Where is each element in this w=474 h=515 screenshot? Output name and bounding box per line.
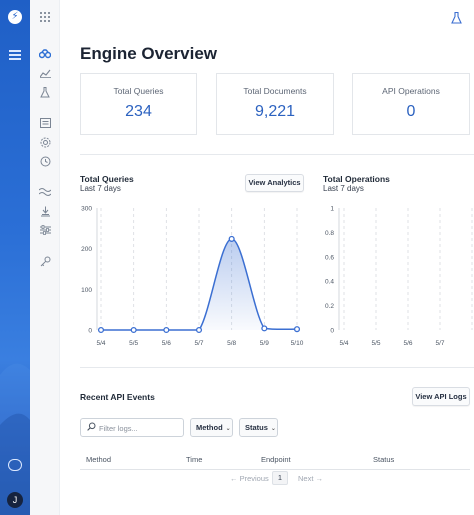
status-dropdown-label: Status <box>245 423 268 432</box>
x-tick-label: 5/10 <box>291 340 304 347</box>
keys-icon[interactable] <box>39 256 51 268</box>
y-tick-label: 300 <box>81 206 92 213</box>
chevron-down-icon: ⌄ <box>270 426 276 432</box>
x-tick-label: 5/4 <box>96 340 105 347</box>
relevance-icon[interactable] <box>38 187 52 199</box>
view-api-logs-button[interactable]: View API Logs <box>412 387 470 406</box>
column-header-method[interactable]: Method <box>86 455 112 464</box>
stat-value: 9,221 <box>254 103 296 120</box>
queries-chart: 0 100 200 300 5/4 5/5 5/6 5/7 5/8 5/9 5/10 <box>81 206 304 348</box>
flask-icon[interactable] <box>39 87 51 99</box>
stat-card-api-operations: API Operations 0 <box>352 73 470 135</box>
y-tick-label: 0.2 <box>325 303 334 310</box>
page-title: Engine Overview <box>80 44 217 63</box>
y-tick-label: 0.8 <box>325 230 334 237</box>
method-dropdown-label: Method <box>196 423 223 432</box>
apps-grid-icon[interactable] <box>39 12 51 24</box>
y-tick-label: 0 <box>88 328 92 335</box>
y-tick-label: 0.4 <box>325 279 334 286</box>
engine-nav <box>30 0 60 515</box>
user-avatar[interactable]: J <box>7 492 23 508</box>
x-tick-label: 5/8 <box>227 340 236 347</box>
data-point <box>228 235 235 242</box>
documents-icon[interactable] <box>39 118 51 130</box>
data-point <box>130 326 137 334</box>
section-divider <box>80 154 474 155</box>
data-point <box>293 326 301 333</box>
view-analytics-button[interactable]: View Analytics <box>245 174 304 192</box>
x-tick-label: 5/6 <box>162 340 171 347</box>
settings-icon[interactable] <box>39 137 51 149</box>
filter-logs-input[interactable] <box>99 422 179 434</box>
operations-chart-title: Total Operations <box>323 174 390 184</box>
x-tick-label: 5/5 <box>129 340 138 347</box>
chevron-down-icon: ⌄ <box>225 426 231 432</box>
filter-logs-field[interactable] <box>80 418 184 437</box>
column-header-time[interactable]: Time <box>186 455 203 464</box>
x-tick-label: 5/9 <box>260 340 269 347</box>
curations-icon[interactable] <box>39 206 51 218</box>
rail-wave-decoration <box>0 363 30 515</box>
queries-chart-subtitle: Last 7 days <box>80 184 121 193</box>
history-icon[interactable] <box>39 156 51 168</box>
analytics-icon[interactable] <box>39 68 51 80</box>
series-area <box>101 238 297 330</box>
next-page-button[interactable]: Next → <box>298 474 324 483</box>
chat-icon[interactable] <box>8 459 22 471</box>
search-groups-icon[interactable] <box>38 49 52 61</box>
operations-chart: 0 0.2 0.4 0.6 0.8 1 5/4 5/5 5/6 5/7 <box>325 206 473 347</box>
data-point <box>261 325 268 332</box>
data-point <box>97 326 105 334</box>
flask-icon[interactable] <box>451 11 462 27</box>
stat-card-total-documents: Total Documents 9,221 <box>216 73 334 135</box>
app-logo-icon[interactable]: ⚡ <box>8 10 22 24</box>
method-dropdown[interactable]: Method ⌄ <box>190 418 233 437</box>
stat-label: API Operations <box>382 86 440 96</box>
tuning-icon[interactable] <box>39 225 51 237</box>
stat-label: Total Documents <box>243 86 307 96</box>
events-section-title: Recent API Events <box>80 392 155 402</box>
x-tick-label: 5/7 <box>435 340 444 347</box>
x-tick-label: 5/6 <box>403 340 412 347</box>
data-point <box>163 326 170 334</box>
app-rail: ⚡ J <box>0 0 30 515</box>
section-divider <box>80 367 474 368</box>
page-number-button[interactable]: 1 <box>272 471 288 485</box>
x-tick-label: 5/5 <box>371 340 380 347</box>
menu-toggle-icon[interactable] <box>9 50 21 62</box>
y-tick-label: 200 <box>81 246 92 253</box>
status-dropdown[interactable]: Status ⌄ <box>239 418 278 437</box>
column-header-endpoint[interactable]: Endpoint <box>261 455 291 464</box>
x-tick-label: 5/4 <box>339 340 348 347</box>
column-header-status[interactable]: Status <box>373 455 395 464</box>
previous-page-button[interactable]: ← Previous <box>230 474 269 483</box>
search-icon <box>87 422 96 433</box>
main-content: Engine Overview Total Queries 234 Total … <box>60 0 474 515</box>
stat-value: 0 <box>406 103 416 120</box>
operations-chart-subtitle: Last 7 days <box>323 184 364 193</box>
stat-value: 234 <box>125 103 152 120</box>
y-tick-label: 1 <box>330 206 334 213</box>
x-tick-label: 5/7 <box>194 340 203 347</box>
stat-label: Total Queries <box>113 86 164 96</box>
stat-card-total-queries: Total Queries 234 <box>80 73 197 135</box>
y-tick-label: 100 <box>81 287 92 294</box>
y-tick-label: 0.6 <box>325 254 334 261</box>
data-point <box>195 326 203 334</box>
events-table-header: Method Time Endpoint Status <box>80 450 470 470</box>
y-tick-label: 0 <box>330 328 334 335</box>
queries-chart-title: Total Queries <box>80 174 134 184</box>
